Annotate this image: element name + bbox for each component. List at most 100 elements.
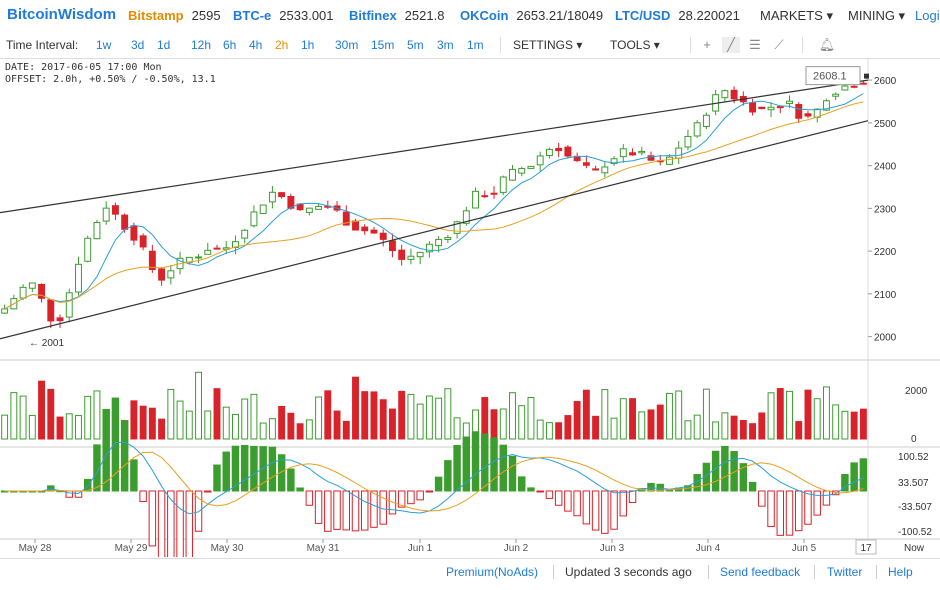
macd-histogram-bar <box>564 490 572 512</box>
interval-6h[interactable]: 6h <box>223 38 237 52</box>
candlestick <box>749 102 757 113</box>
fib-icon[interactable]: ⟋ <box>774 37 784 52</box>
macd-histogram-bar <box>748 481 757 492</box>
footer-divider <box>708 565 709 579</box>
settings-dropdown[interactable]: SETTINGS ▾ <box>513 38 583 52</box>
candlestick <box>111 205 119 215</box>
candlestick <box>629 152 636 156</box>
macd-histogram-bar <box>425 490 434 493</box>
volume-bar <box>259 422 267 440</box>
macd-histogram-bar <box>591 490 600 531</box>
candlestick <box>1 308 9 314</box>
candlestick <box>259 204 267 214</box>
price-tick-label: 2600 <box>874 76 897 87</box>
volume-bar <box>361 391 369 440</box>
interval-1m[interactable]: 1m <box>467 38 484 52</box>
volume-bar <box>758 412 766 440</box>
macd-histogram-bar <box>259 446 267 492</box>
macd-histogram-bar <box>619 490 628 517</box>
volume-bar <box>379 399 387 440</box>
macd-histogram-bar <box>250 445 258 492</box>
twitter-link[interactable]: Twitter <box>827 565 863 579</box>
volume-bar <box>776 388 784 440</box>
interval-2h[interactable]: 2h <box>275 38 289 52</box>
candlestick <box>859 82 867 85</box>
ticker-btce[interactable]: BTC-e 2533.001 <box>233 8 334 23</box>
interval-5m[interactable]: 5m <box>407 38 424 52</box>
candlestick <box>638 150 646 154</box>
login-link[interactable]: Login <box>915 8 940 23</box>
candlestick <box>555 147 563 152</box>
interval-4h[interactable]: 4h <box>249 38 263 52</box>
macd-histogram-bar <box>185 490 194 557</box>
ticker-price: 2653.21/18049 <box>516 8 604 23</box>
volume-bar <box>425 395 433 440</box>
interval-15m[interactable]: 15m <box>371 38 395 52</box>
footer-divider <box>553 565 554 579</box>
volume-bar <box>342 420 350 440</box>
site-logo[interactable]: BitcoinWisdom <box>7 6 117 23</box>
candlestick <box>647 155 655 161</box>
macd-histogram-bar <box>167 490 175 557</box>
ticker-okcoin[interactable]: OKCoin 2653.21/18049 <box>460 8 603 23</box>
volume-bar <box>629 398 636 440</box>
candlestick <box>19 286 27 299</box>
plus-icon[interactable]: + <box>703 37 711 52</box>
macd-histogram-bar <box>481 433 489 492</box>
volume-bar <box>592 415 600 440</box>
macd-histogram-bar <box>176 490 184 557</box>
candlestick <box>776 106 784 109</box>
interval-3m[interactable]: 3m <box>437 38 454 52</box>
candlestick <box>213 247 221 250</box>
price-chart[interactable]: 2600 2500 2400 2300 2200 2100 2000 2608.1 ← 2001… <box>0 58 940 557</box>
macd-histogram-bar <box>111 397 120 492</box>
ticker-bitfinex[interactable]: Bitfinex 2521.8 <box>349 8 444 23</box>
ticker-bitstamp[interactable]: Bitstamp 2595 <box>128 8 221 23</box>
help-link[interactable]: Help <box>888 565 913 579</box>
ticker-price: 2595 <box>191 8 221 23</box>
tools-dropdown[interactable]: TOOLS ▾ <box>610 38 660 52</box>
candlestick <box>832 93 840 97</box>
volume-bar <box>287 412 295 440</box>
interval-1d[interactable]: 1d <box>157 38 171 52</box>
interval-1w[interactable]: 1w <box>96 38 112 52</box>
volume-bar <box>702 388 710 440</box>
macd-histogram-bar <box>517 476 526 492</box>
ticker-exchange: BTC-e <box>233 8 272 23</box>
volume-bar <box>324 390 332 440</box>
interval-30m[interactable]: 30m <box>335 38 359 52</box>
line-icon[interactable]: ╱ <box>722 37 740 53</box>
candlestick <box>379 232 387 240</box>
volume-bar <box>666 392 673 440</box>
candlestick <box>675 147 683 159</box>
hlines-icon[interactable]: ☰ <box>749 37 761 52</box>
mining-menu[interactable]: MINING ▾ <box>848 8 906 23</box>
volume-bar <box>767 392 775 440</box>
volume-bar <box>19 395 27 440</box>
macd-histogram-bar <box>527 487 535 492</box>
candlestick <box>841 85 849 91</box>
date-label: May 30 <box>211 543 244 554</box>
interval-12h[interactable]: 12h <box>191 38 212 52</box>
candlestick <box>241 229 249 239</box>
volume-bar <box>564 415 572 440</box>
macd-histogram-bar <box>148 490 157 547</box>
feedback-link[interactable]: Send feedback <box>720 565 801 579</box>
ma-long-line <box>4 101 864 310</box>
volume-bar <box>84 395 92 440</box>
volume-bar <box>296 423 304 440</box>
premium-link[interactable]: Premium(NoAds) <box>446 565 539 579</box>
macd-tick-label: 33.507 <box>898 478 929 489</box>
interval-1h[interactable]: 1h <box>301 38 315 52</box>
candlestick <box>65 292 73 318</box>
now-label: Now <box>904 543 925 554</box>
macd-histogram-bar <box>758 490 766 507</box>
candlestick <box>287 196 295 209</box>
candlestick <box>278 192 286 198</box>
bell-icon[interactable]: 🔔︎ <box>818 37 836 52</box>
candlestick <box>416 251 424 258</box>
markets-menu[interactable]: MARKETS ▾ <box>760 8 833 23</box>
interval-3d[interactable]: 3d <box>131 38 145 52</box>
macd-histogram-bar <box>628 490 637 504</box>
ticker-ltcusd[interactable]: LTC/USD 28.220021 <box>615 8 740 23</box>
